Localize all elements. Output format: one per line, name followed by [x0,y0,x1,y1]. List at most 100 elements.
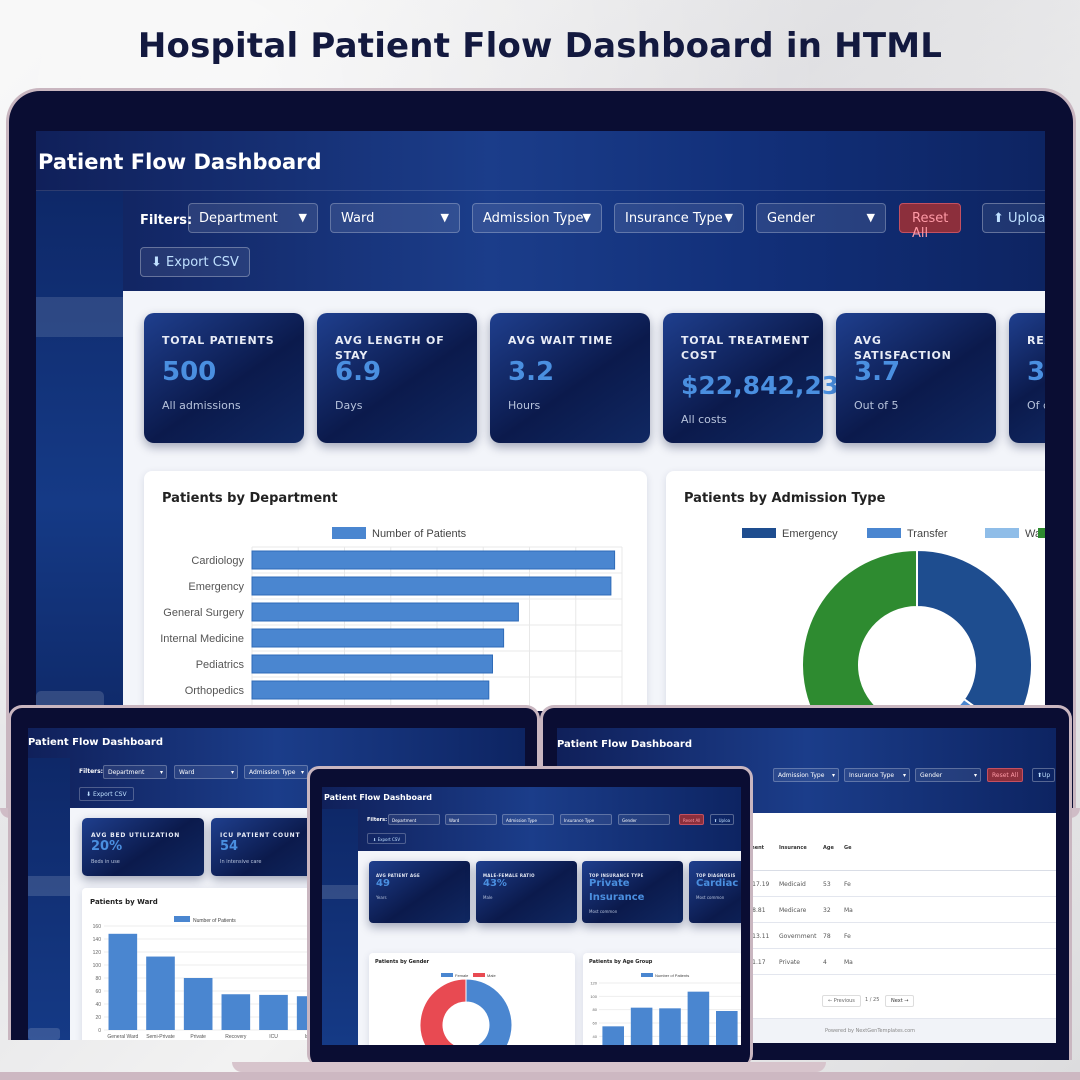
category-label: Cardiology [191,555,244,567]
chart-title: Patients by Admission Type [684,491,886,506]
bar [716,1011,738,1045]
left-department-select[interactable]: Department ▾ [103,765,167,779]
center-kpi-card: TOP INSURANCE TYPE Private Insurance Most … [582,861,683,923]
kpi-value: Private Insurance [589,878,645,903]
center-export-csv-label: Export CSV [377,837,401,842]
tick-label: 0 [98,1028,101,1034]
ward-select[interactable]: Ward ▼ [330,203,460,233]
kpi-value: 3.2 [508,357,555,387]
table-cell: 32 [823,907,831,914]
chart-title: Patients by Ward [90,898,158,906]
chevron-down-icon: ▾ [902,772,906,779]
right-upload-button[interactable]: ⬆Up [1032,768,1056,782]
gender-donut-chart: Female Male [419,973,513,1045]
left-export-csv-label: Export CSV [92,791,127,798]
kpi-value: 20% [91,839,123,854]
center-kpi-card: AVG PATIENT AGE 49 Years [369,861,470,923]
chevron-down-icon: ▾ [831,772,835,779]
right-gender-select[interactable]: Gender ▾ [915,768,981,782]
center-export-csv-button[interactable]: ⬇ Export CSV [367,833,407,844]
left-kpi-bed-utilization: AVG BED UTILIZATION 20% Beds in use [82,818,204,876]
admission-chart-card: Patients by Admission Type Emergency Tran… [666,471,1045,711]
left-ward-select[interactable]: Ward ▾ [174,765,238,779]
chevron-down-icon: ▼ [582,211,591,224]
left-sidebar [28,758,70,1040]
admission-donut-chart: EmergencyTransferWalk-In [742,528,1045,711]
center-filter-select[interactable]: Insurance Type [560,814,612,825]
center-filter-select[interactable]: Gender [618,814,670,825]
insurance-type-select[interactable]: Insurance Type ▼ [614,203,744,233]
kpi-subtext: Most common [696,895,725,900]
chevron-down-icon: ▾ [973,772,977,779]
center-reset-all-button[interactable]: Reset All [679,814,705,825]
kpi-subtext: Of c [1027,399,1045,412]
pager-next-button[interactable]: Next → [885,995,915,1007]
left-sidebar-item-active[interactable] [28,876,70,896]
desk-edge [0,1072,1080,1080]
bar [630,1007,653,1045]
kpi-value: Cardiac [696,878,739,889]
legend-swatch [441,973,453,977]
center-header-band [322,787,741,851]
bar [687,991,710,1045]
center-kpi-card: TOP DIAGNOSIS Cardiac Most common [689,861,741,923]
left-admission-select[interactable]: Admission Type ▾ [244,765,308,779]
kpi-label: AVG LENGTH OF STAY [335,334,445,362]
admission-type-select[interactable]: Admission Type ▼ [472,203,602,233]
donut-slice [916,548,1033,711]
upload-icon: ⬆ [993,211,1009,226]
kpi-value: 3 [1027,357,1045,387]
legend-swatch [473,973,485,977]
center-filter-select[interactable]: Admission Type [502,814,554,825]
tick-label: 100 [590,994,597,999]
right-gender-select-label: Gender [920,772,943,779]
ward-select-label: Ward [341,211,375,226]
department-select[interactable]: Department ▼ [188,203,318,233]
table-cell: Medicaid [779,881,806,888]
column-header[interactable]: Insurance [779,845,807,851]
right-reset-all-button[interactable]: Reset All [987,768,1024,782]
pager-previous-button[interactable]: ← Previous [822,995,861,1007]
left-sidebar-toggle[interactable] [28,1028,60,1040]
chevron-down-icon: ▼ [298,211,307,224]
right-admission-select[interactable]: Admission Type ▾ [773,768,839,782]
reset-all-button[interactable]: Reset All [899,203,962,241]
page-title: Patient Flow Dashboard [38,150,322,174]
sidebar-item-active[interactable] [36,297,123,337]
donut-slice [801,548,918,711]
gender-select[interactable]: Gender ▼ [756,203,886,233]
bar [259,994,288,1030]
export-csv-button[interactable]: ⬇ Export CSV [140,247,250,277]
department-bar-chart: Number of Patients Cardiology Emergency Gen… [160,527,623,711]
legend-label: Number of Patients [193,918,236,924]
center-sidebar-item-active[interactable] [322,885,358,899]
legend-swatch [641,973,653,977]
kpi-card-avg-wait-time: AVG WAIT TIME 3.2 Hours [490,313,650,443]
left-page-title: Patient Flow Dashboard [28,737,164,748]
upload-button[interactable]: ⬆ Uploa [982,203,1045,233]
bar [659,1008,681,1045]
kpi-label: REA [1027,334,1045,347]
kpi-label: TOTAL PATIENTS [162,334,275,347]
chevron-down-icon: ▾ [300,769,304,776]
column-header[interactable]: Ge [844,845,852,851]
tick-label: 60 [95,989,101,995]
center-filter-select[interactable]: Department [388,814,440,825]
center-filter-select[interactable]: Ward [445,814,497,825]
center-content: AVG PATIENT AGE 49 Years MALE-FEMALE RATIO 4… [358,851,741,1045]
kpi-value: 6.9 [335,357,382,387]
legend-swatch [1038,528,1045,538]
right-insurance-select[interactable]: Insurance Type ▾ [844,768,910,782]
tick-label: 80 [95,976,101,982]
center-filters-label: Filters: [367,817,388,823]
center-upload-button[interactable]: ⬆ Uploa [710,814,735,825]
kpi-card-total-patients: TOTAL PATIENTS 500 All admissions [144,313,304,443]
bar [108,933,138,1030]
right-page-title: Patient Flow Dashboard [557,739,693,750]
left-ward-select-label: Ward [179,769,195,776]
gender-select-label: Gender [767,211,815,226]
table-cell: 4 [823,959,827,966]
main-content: TOTAL PATIENTS 500 All admissions AVG LE… [123,291,1045,711]
left-export-csv-button[interactable]: ⬇ Export CSV [79,787,134,801]
column-header[interactable]: Age [823,845,834,851]
